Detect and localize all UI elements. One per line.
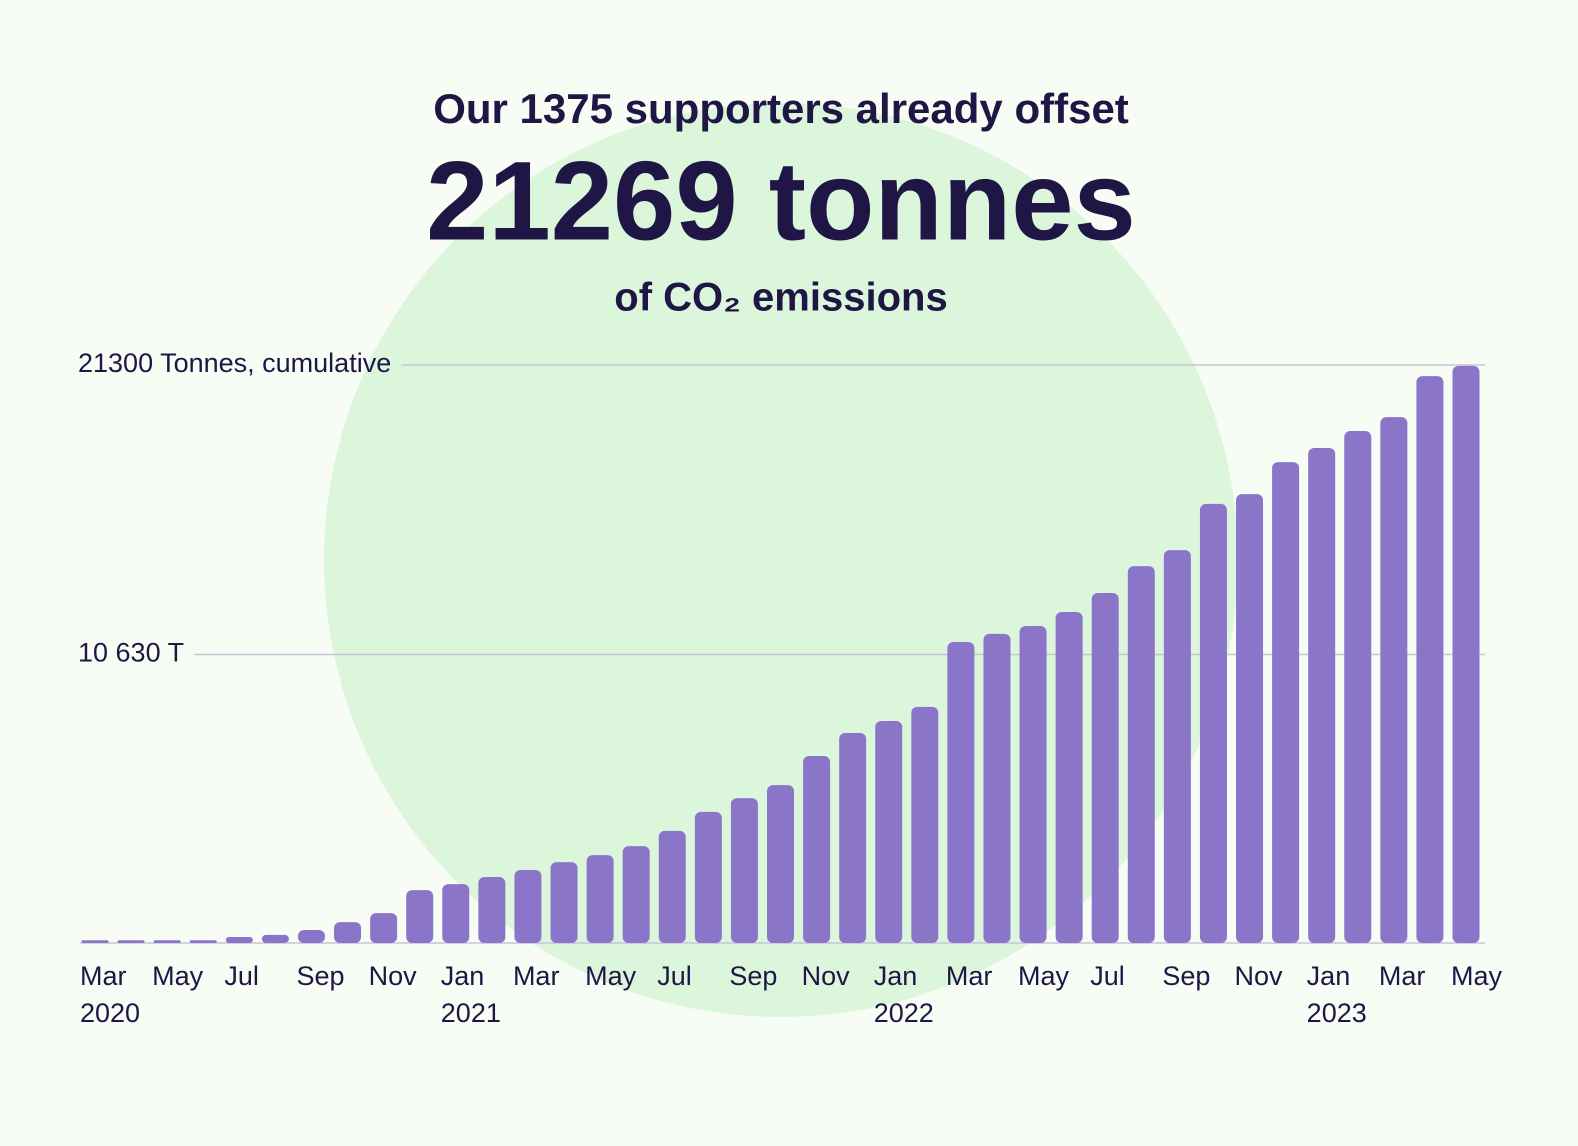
x-tick-label: May (1451, 961, 1503, 991)
bar (803, 756, 831, 943)
bar (1019, 626, 1047, 943)
x-tick-label: Nov (1235, 961, 1284, 991)
bar (947, 642, 975, 943)
bar (153, 940, 181, 943)
bar (550, 862, 578, 943)
bar (1452, 365, 1480, 944)
bar (1055, 611, 1083, 943)
bar (1091, 592, 1119, 943)
x-tick-label: Sep (1162, 961, 1210, 991)
y-tick-label: 10 630 T (78, 638, 184, 668)
x-tick-label: Mar (80, 961, 127, 991)
bar (370, 913, 398, 943)
bar (478, 877, 506, 943)
bar (225, 937, 253, 943)
bar (658, 830, 686, 943)
bar (1127, 566, 1155, 943)
x-tick-label: May (1018, 961, 1070, 991)
x-tick-label: Jul (1090, 961, 1125, 991)
x-year-label: 2020 (80, 998, 140, 1028)
x-tick-label: May (585, 961, 637, 991)
bar (261, 934, 289, 943)
x-tick-label: Mar (513, 961, 560, 991)
bar (117, 940, 145, 943)
x-tick-label: Jan (874, 961, 918, 991)
x-tick-label: Jan (441, 961, 485, 991)
x-tick-label: Nov (802, 961, 851, 991)
x-year-label: 2023 (1307, 998, 1367, 1028)
bar (1380, 417, 1408, 943)
x-tick-label: Jul (657, 961, 692, 991)
bar (81, 940, 109, 943)
bar (442, 884, 470, 943)
chart-title: Our 1375 supporters already offset (433, 85, 1129, 132)
x-tick-label: Sep (296, 961, 344, 991)
bar (1236, 494, 1264, 943)
x-tick-label: Sep (729, 961, 777, 991)
bar (730, 798, 758, 943)
bar (334, 922, 362, 943)
subtitle: of CO₂ emissions (614, 276, 947, 320)
bar (983, 633, 1011, 943)
x-tick-label: Jul (224, 961, 259, 991)
bar (297, 929, 325, 943)
bar (406, 890, 434, 943)
bar (586, 855, 614, 943)
headline: 21269 tonnes (426, 139, 1136, 264)
bar (839, 732, 867, 943)
bar (911, 706, 939, 943)
bar (514, 870, 542, 943)
y-tick-label: 21300 Tonnes, cumulative (78, 348, 391, 378)
bar (1416, 376, 1444, 943)
x-year-label: 2021 (441, 998, 501, 1028)
bar (875, 721, 903, 943)
bar (1163, 550, 1191, 943)
x-year-label: 2022 (874, 998, 934, 1028)
bar (1199, 503, 1227, 943)
bar (694, 811, 722, 943)
x-tick-label: May (152, 961, 204, 991)
x-tick-label: Nov (369, 961, 418, 991)
bar (189, 940, 217, 943)
x-tick-label: Jan (1307, 961, 1351, 991)
bar (1272, 462, 1300, 943)
bar (1344, 430, 1372, 943)
bar (622, 846, 650, 943)
bar (767, 785, 794, 943)
x-tick-label: Mar (1379, 961, 1426, 991)
bar (1308, 448, 1336, 943)
x-tick-label: Mar (946, 961, 993, 991)
